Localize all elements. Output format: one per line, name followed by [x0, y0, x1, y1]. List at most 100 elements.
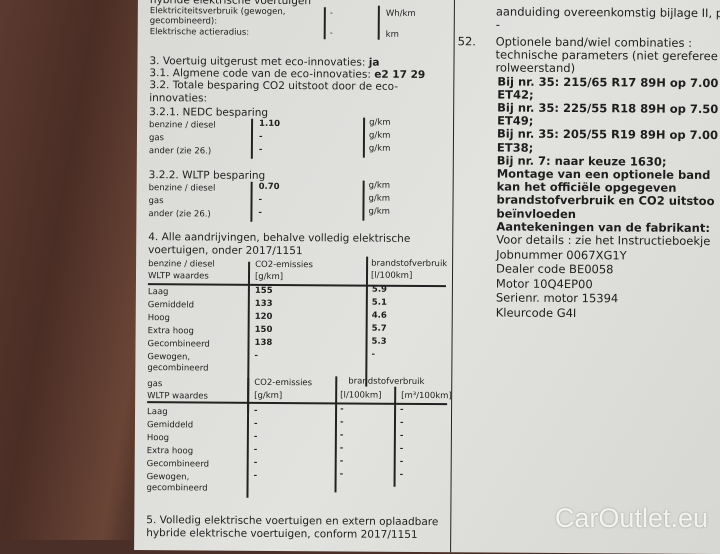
section-4: voertuigen, onder 2017/1151: [148, 244, 303, 258]
col-header: CO2-emissies: [254, 377, 313, 389]
row-value: 0.70: [258, 181, 280, 192]
row-label: benzine / diesel: [149, 120, 216, 131]
row-label: ander (zie 26.): [148, 146, 212, 157]
fuel-value: -: [340, 404, 344, 415]
col-header: brandstofverbruik: [348, 376, 425, 388]
fuel-value: -: [339, 443, 344, 454]
col-header: WLTP waardes: [147, 391, 208, 402]
row-value: -: [258, 131, 263, 142]
co2-value: -: [253, 431, 258, 442]
col-header: [m³/100km]: [401, 390, 452, 402]
table-rule: [250, 118, 253, 159]
fuel-value: 5.3: [371, 336, 387, 347]
row-label: Extra hoog: [147, 326, 194, 337]
fuel-value: 5.9: [371, 284, 388, 295]
col-header: [g/km]: [254, 390, 283, 402]
eco-code: e2 17 29: [374, 68, 426, 82]
gas-value: -: [399, 469, 404, 480]
table-rule: [362, 180, 365, 221]
row-label: Gecombineerd: [147, 339, 210, 350]
col-header: [g/km]: [254, 271, 284, 283]
gas-value: -: [400, 404, 404, 415]
table-rule: [250, 181, 253, 222]
section-3-2: 3.2. Totale besparing CO2 uitstoot door …: [149, 79, 399, 93]
tyre-spec: ET38;: [496, 140, 534, 155]
co2-value: 138: [254, 337, 273, 348]
field-value: -: [329, 28, 333, 39]
field-label: Elektrische actieradius:: [149, 27, 250, 38]
table-rule: [334, 376, 337, 493]
co2-value: -: [253, 470, 258, 481]
row-unit: g/km: [369, 117, 391, 128]
row-unit: g/km: [368, 206, 390, 217]
tyre-spec: ET42;: [497, 87, 534, 102]
col-header: WLTP waardes: [147, 271, 209, 282]
table-rule: [246, 377, 249, 498]
section-5: hybride elektrische voertuigen, conform …: [146, 527, 418, 541]
row-label: ander (zie 26.): [148, 209, 211, 220]
item-number: 52.: [457, 34, 476, 49]
wood-background: [0, 0, 150, 540]
field-unit: km: [385, 29, 399, 40]
table-rule: [147, 283, 446, 287]
row-unit: g/km: [368, 130, 391, 141]
co2-value: 133: [254, 298, 273, 309]
row-label: gas: [148, 196, 164, 207]
co2-value: -: [254, 405, 258, 416]
row-label: gas: [148, 133, 165, 144]
tyre-spec: ET49;: [497, 113, 534, 128]
row-label: Laag: [147, 407, 168, 418]
row-label: Gemiddeld: [146, 420, 194, 431]
col-header: [l/100km]: [370, 270, 413, 281]
row-label: Gecombineerd: [146, 459, 210, 470]
field-value: -: [329, 8, 333, 19]
subsection-title: 3.2.2. WLTP besparing: [148, 169, 266, 182]
co2-value: -: [253, 444, 258, 455]
gas-value: -: [399, 417, 404, 428]
co2-value: 150: [254, 324, 273, 335]
co2-value: -: [253, 418, 258, 429]
manufacturer-note: Voor details : zie het Instructieboekje: [496, 232, 711, 249]
row-value: -: [258, 207, 263, 218]
field-label: gecombineerd):: [149, 16, 218, 27]
section-4: 4. Alle aandrijvingen, behalve volledig …: [148, 231, 411, 245]
document-page: hybride elektrische voertuigen Elektricit…: [134, 0, 720, 554]
caroutlet-watermark: CarOutlet.eu: [554, 503, 708, 533]
manufacturer-note: Motor 10Q4EP00: [495, 276, 593, 291]
row-label: Gewogen,: [146, 472, 190, 483]
row-value: -: [258, 144, 263, 155]
row-label: gecombineerd: [146, 483, 208, 494]
table-rule: [377, 5, 380, 40]
column-divider: [450, 0, 455, 553]
row-unit: g/km: [368, 193, 391, 204]
row-label: gecombineerd: [147, 363, 209, 374]
table-rule: [393, 386, 396, 487]
row-label: Laag: [147, 287, 169, 298]
co2-value: -: [253, 457, 258, 468]
co2-value: 155: [254, 285, 273, 296]
manufacturer-note: Jobnummer 0067XG1Y: [496, 247, 627, 262]
subsection-title: 3.2.1. NEDC besparing: [149, 106, 269, 119]
fuel-value: -: [339, 430, 344, 441]
co2-value: -: [254, 350, 259, 361]
section-3-2: innovaties:: [149, 92, 208, 105]
field-unit: Wh/km: [385, 8, 416, 19]
col-header: CO2-emissies: [255, 259, 313, 271]
table-rule: [365, 256, 368, 387]
fuel-value: -: [339, 417, 344, 428]
gas-value: -: [399, 456, 404, 467]
row-label: Hoog: [146, 433, 170, 444]
col-header: brandstofverbruik: [371, 258, 448, 270]
col-header: gas: [147, 379, 163, 390]
row-label: Hoog: [147, 313, 170, 324]
row-value: -: [258, 194, 263, 205]
fuel-value: 5.1: [371, 297, 387, 308]
fuel-value: 4.6: [371, 310, 387, 321]
row-label: Gewogen,: [147, 352, 191, 363]
fuel-value: -: [339, 456, 344, 467]
row-unit: g/km: [368, 180, 391, 191]
row-value: 1.10: [259, 118, 281, 129]
col-header: [l/100km]: [340, 390, 382, 401]
row-label: benzine / diesel: [148, 183, 216, 194]
table-rule: [323, 7, 326, 40]
